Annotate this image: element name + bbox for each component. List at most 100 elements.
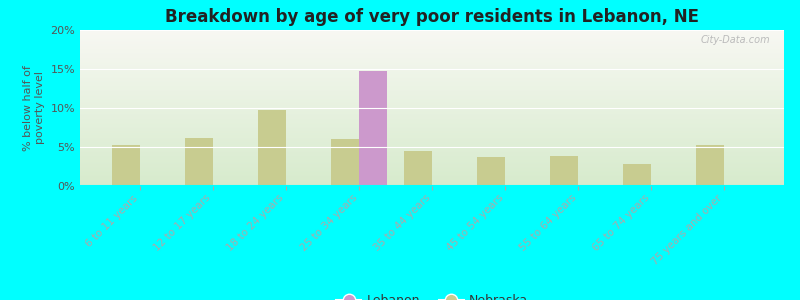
Bar	[80, 159, 784, 160]
Bar	[80, 37, 784, 38]
Bar	[80, 59, 784, 60]
Bar	[80, 119, 784, 120]
Bar	[80, 71, 784, 72]
Bar	[80, 148, 784, 149]
Bar	[80, 61, 784, 62]
Bar	[80, 178, 784, 179]
Bar	[80, 180, 784, 181]
Bar	[80, 75, 784, 76]
Bar	[80, 142, 784, 143]
Bar	[80, 172, 784, 173]
Bar	[80, 184, 784, 185]
Bar	[80, 168, 784, 169]
Bar	[80, 48, 784, 49]
Bar	[80, 101, 784, 102]
Bar	[697, 146, 724, 186]
Bar	[80, 181, 784, 182]
Bar	[80, 43, 784, 44]
Bar	[80, 143, 784, 144]
Bar	[80, 97, 784, 98]
Bar	[80, 127, 784, 128]
Bar	[80, 89, 784, 90]
Bar	[80, 90, 784, 91]
Bar	[80, 80, 784, 81]
Bar	[80, 66, 784, 67]
Bar	[80, 65, 784, 66]
Bar	[80, 44, 784, 45]
Bar	[80, 164, 784, 165]
Bar	[80, 52, 784, 53]
Bar	[80, 45, 784, 46]
Bar	[80, 137, 784, 138]
Bar	[80, 121, 784, 122]
Bar	[80, 155, 784, 156]
Bar	[80, 51, 784, 52]
Bar	[80, 124, 784, 125]
Bar	[80, 161, 784, 162]
Bar	[258, 110, 286, 186]
Bar	[331, 139, 359, 186]
Bar	[80, 98, 784, 99]
Bar	[80, 86, 784, 87]
Bar	[80, 163, 784, 164]
Bar	[80, 79, 784, 80]
Bar	[80, 154, 784, 155]
Bar	[80, 47, 784, 48]
Bar	[80, 118, 784, 119]
Bar	[80, 139, 784, 140]
Bar	[80, 156, 784, 157]
Bar	[80, 56, 784, 57]
Bar	[80, 138, 784, 139]
Bar	[80, 185, 784, 186]
Bar	[80, 78, 784, 79]
Bar	[80, 35, 784, 36]
Bar	[80, 63, 784, 64]
Bar	[80, 107, 784, 108]
Bar	[80, 132, 784, 133]
Bar	[80, 136, 784, 137]
Bar	[80, 81, 784, 82]
Bar	[80, 85, 784, 86]
Bar	[80, 173, 784, 174]
Title: Breakdown by age of very poor residents in Lebanon, NE: Breakdown by age of very poor residents …	[165, 8, 699, 26]
Bar	[80, 175, 784, 176]
Bar	[80, 54, 784, 55]
Bar	[80, 108, 784, 109]
Bar	[80, 146, 784, 147]
Bar	[80, 72, 784, 73]
Bar	[80, 62, 784, 63]
Bar	[80, 112, 784, 113]
Bar	[80, 133, 784, 134]
Bar	[80, 150, 784, 151]
Bar	[80, 167, 784, 168]
Bar	[80, 134, 784, 135]
Bar	[80, 34, 784, 35]
Bar	[112, 145, 140, 186]
Bar	[80, 57, 784, 58]
Bar	[80, 33, 784, 34]
Bar	[80, 106, 784, 107]
Bar	[80, 76, 784, 77]
Bar	[80, 135, 784, 136]
Bar	[80, 40, 784, 41]
Bar	[80, 92, 784, 93]
Bar	[80, 111, 784, 112]
Bar	[359, 71, 386, 186]
Bar	[185, 138, 213, 186]
Bar	[80, 115, 784, 116]
Bar	[80, 149, 784, 150]
Bar	[80, 95, 784, 96]
Bar	[80, 103, 784, 104]
Bar	[80, 176, 784, 177]
Bar	[80, 73, 784, 74]
Bar	[80, 87, 784, 88]
Bar	[80, 85, 784, 86]
Bar	[80, 96, 784, 97]
Bar	[80, 151, 784, 152]
Bar	[80, 166, 784, 167]
Bar	[80, 120, 784, 121]
Bar	[80, 77, 784, 78]
Bar	[80, 182, 784, 183]
Bar	[80, 88, 784, 89]
Bar	[80, 147, 784, 148]
